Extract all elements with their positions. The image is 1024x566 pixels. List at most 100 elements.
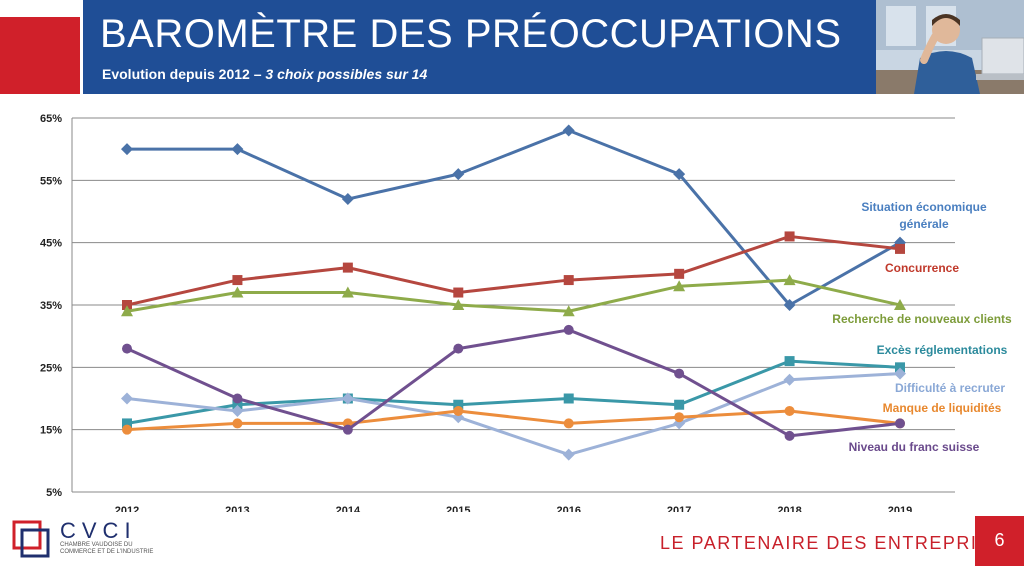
- data-point-diamond: [562, 124, 575, 137]
- data-point-diamond: [231, 143, 244, 156]
- series-line: [126, 234, 901, 307]
- series-group: [121, 367, 906, 461]
- data-point-diamond: [783, 299, 796, 311]
- data-point-diamond: [783, 373, 796, 386]
- y-tick-label: 55%: [40, 175, 62, 187]
- data-point-diamond: [121, 392, 133, 405]
- series-label: Manque de liquidités: [883, 401, 1002, 415]
- chart-series: [121, 124, 906, 461]
- data-point-circle: [563, 324, 574, 335]
- line-chart: 5%15%25%35%45%55%65% 2012 2013 2014 2015 201…: [40, 113, 1012, 512]
- series-line: [126, 328, 901, 438]
- red-accent-block: [0, 17, 80, 94]
- series-group: [121, 124, 906, 311]
- data-point-circle: [784, 405, 795, 416]
- cvci-logo-icon: [12, 520, 50, 558]
- data-point-diamond: [894, 367, 906, 380]
- data-point-circle: [674, 412, 685, 423]
- data-point-diamond: [341, 193, 354, 206]
- y-axis: 5% 15% 25% 35% 45% 55% 65%: [40, 113, 73, 499]
- data-point-triangle: [562, 305, 575, 317]
- data-point-circle: [895, 418, 905, 429]
- data-point-triangle: [673, 280, 686, 292]
- data-point-square: [784, 356, 795, 367]
- data-point-circle: [232, 393, 243, 404]
- data-point-circle: [784, 430, 795, 441]
- data-point-circle: [563, 418, 574, 429]
- y-tick-label: 35%: [40, 300, 62, 312]
- x-tick-label: 2018: [777, 505, 801, 512]
- x-tick-label: 2019: [888, 505, 912, 512]
- series-label: Difficulté à recruter: [895, 381, 1005, 395]
- logo-name: CVCI: [60, 518, 137, 543]
- series-label: Excès réglementations: [877, 343, 1008, 357]
- x-tick-label: 2016: [556, 505, 580, 512]
- series-line: [126, 409, 901, 432]
- series-group: [122, 324, 905, 441]
- page-number-box: 6: [975, 516, 1024, 566]
- data-point-square: [784, 231, 795, 242]
- series-line: [126, 359, 901, 425]
- x-tick-label: 2013: [225, 505, 249, 512]
- data-point-diamond: [562, 448, 575, 461]
- stressed-person-illustration: [876, 0, 1024, 94]
- series-label: Niveau du franc suisse: [849, 440, 980, 454]
- data-point-triangle: [894, 299, 906, 310]
- series-label: Concurrence: [885, 261, 959, 275]
- data-point-square: [453, 399, 464, 410]
- y-tick-label: 5%: [46, 487, 62, 499]
- y-tick-label: 25%: [40, 362, 62, 374]
- data-point-triangle: [783, 274, 796, 286]
- data-point-square: [232, 399, 243, 410]
- data-point-circle: [122, 343, 132, 354]
- data-point-circle: [674, 368, 685, 379]
- x-tick-label: 2015: [446, 505, 470, 512]
- footer-slogan: LE PARTENAIRE DES ENTREPRISES: [660, 533, 1018, 553]
- series-label: Situation économique: [861, 200, 987, 214]
- data-point-square: [563, 393, 574, 404]
- y-tick-label: 15%: [40, 425, 62, 437]
- data-point-square: [122, 300, 132, 310]
- data-point-diamond: [341, 392, 354, 405]
- subtitle-italic: 3 choix possibles sur 14: [265, 66, 428, 82]
- y-tick-label: 65%: [40, 113, 62, 125]
- header-photo: [876, 0, 1024, 94]
- data-point-circle: [453, 405, 464, 416]
- x-tick-label: 2012: [115, 505, 139, 512]
- data-point-diamond: [231, 404, 244, 417]
- data-point-triangle: [231, 286, 244, 298]
- data-point-triangle: [452, 299, 465, 310]
- data-point-circle: [342, 424, 353, 435]
- data-point-square: [895, 362, 905, 373]
- series-label: Recherche de nouveaux clients: [832, 312, 1012, 326]
- y-tick-label: 45%: [40, 238, 62, 250]
- data-point-circle: [232, 418, 243, 429]
- slide-title: BAROMÈTRE DES PRÉOCCUPATIONS: [100, 12, 842, 56]
- series-line: [127, 128, 901, 307]
- data-point-triangle: [341, 286, 354, 298]
- data-point-circle: [453, 343, 464, 354]
- x-tick-label: 2017: [667, 505, 691, 512]
- slide-subtitle: Evolution depuis 2012 – 3 choix possible…: [102, 66, 427, 82]
- cvci-logo: CVCI Chambre vaudoise du commerce et de …: [10, 516, 160, 564]
- data-point-circle: [122, 424, 132, 435]
- data-point-diamond: [121, 143, 133, 156]
- data-point-square: [674, 399, 685, 410]
- data-point-diamond: [452, 168, 465, 181]
- series-label: générale: [899, 217, 949, 231]
- series-group: [122, 231, 905, 310]
- data-point-square: [342, 262, 353, 273]
- data-point-triangle: [121, 305, 133, 317]
- x-axis: 2012 2013 2014 2015 2016 2017 2018 2019: [115, 505, 912, 512]
- data-point-diamond: [673, 168, 686, 181]
- data-point-square: [674, 268, 685, 279]
- slide-header: BAROMÈTRE DES PRÉOCCUPATIONS Evolution d…: [0, 0, 1024, 94]
- page-number: 6: [994, 530, 1005, 550]
- subtitle-lead: Evolution depuis 2012 –: [102, 66, 266, 82]
- chart-series-labels: Situation économique générale Concurrence R…: [832, 200, 1012, 454]
- chart-grid: [72, 117, 955, 493]
- series-group: [121, 274, 906, 317]
- series-line: [126, 278, 901, 313]
- data-point-square: [895, 243, 905, 254]
- data-point-square: [122, 418, 132, 429]
